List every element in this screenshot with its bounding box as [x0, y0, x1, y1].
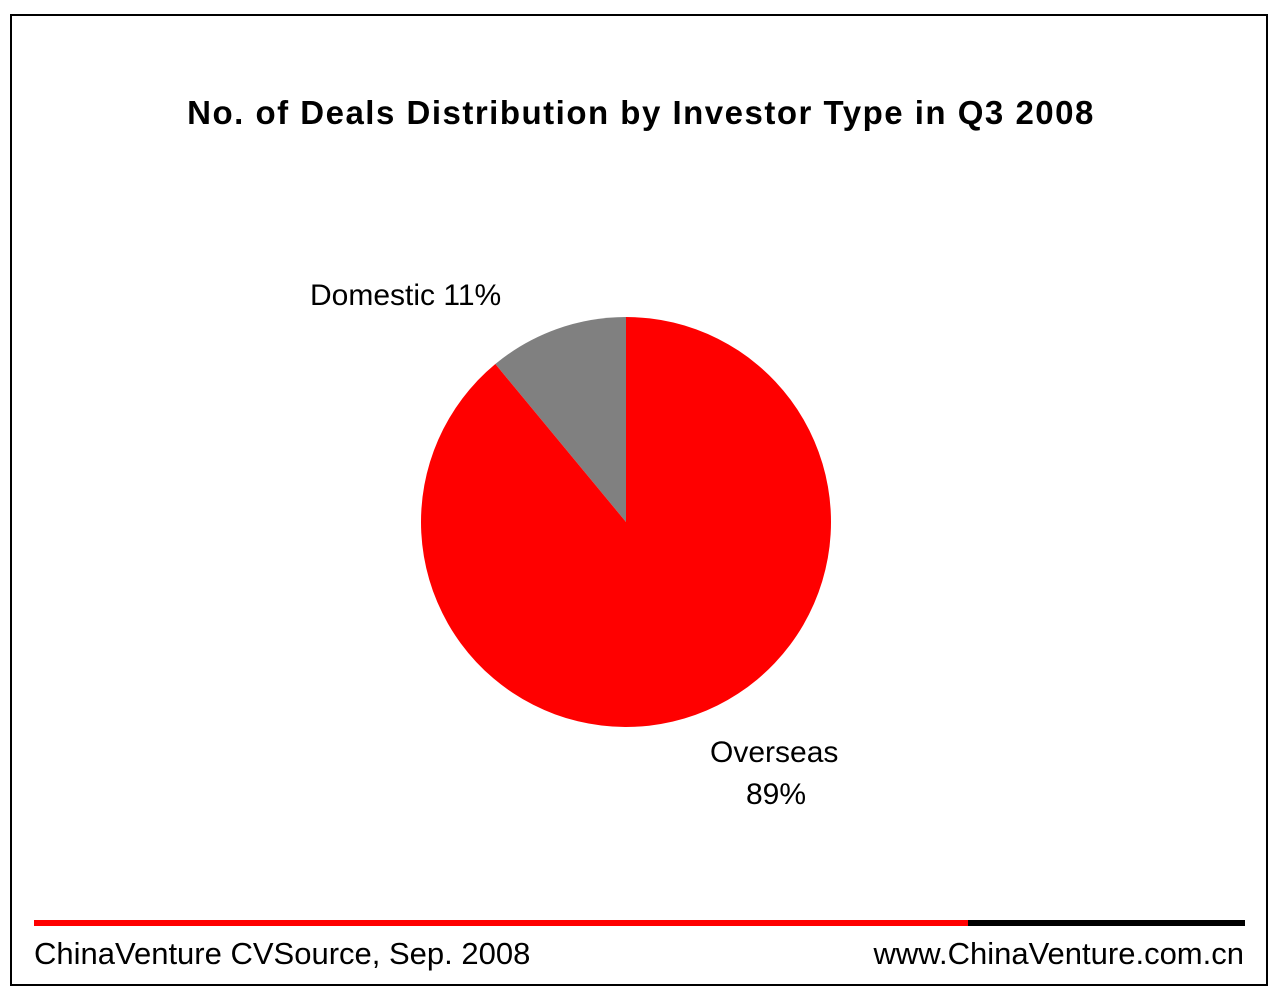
- chart-frame: No. of Deals Distribution by Investor Ty…: [10, 14, 1268, 986]
- pie-slice-domestic: [495, 317, 626, 522]
- pie-slice-overseas: [421, 317, 831, 727]
- slice-label-overseas-value: 89%: [746, 778, 806, 811]
- source-note: ChinaVenture CVSource, Sep. 2008: [34, 936, 531, 971]
- footer-rule-black: [968, 920, 1245, 926]
- chart-title: No. of Deals Distribution by Investor Ty…: [187, 94, 1095, 131]
- pie-chart: Domestic 11% Overseas 89%: [310, 279, 838, 811]
- slice-label-domestic: Domestic 11%: [310, 279, 501, 312]
- footer-rule-red: [34, 920, 968, 926]
- website-url: www.ChinaVenture.com.cn: [873, 936, 1244, 971]
- slice-label-overseas-name: Overseas: [710, 736, 838, 769]
